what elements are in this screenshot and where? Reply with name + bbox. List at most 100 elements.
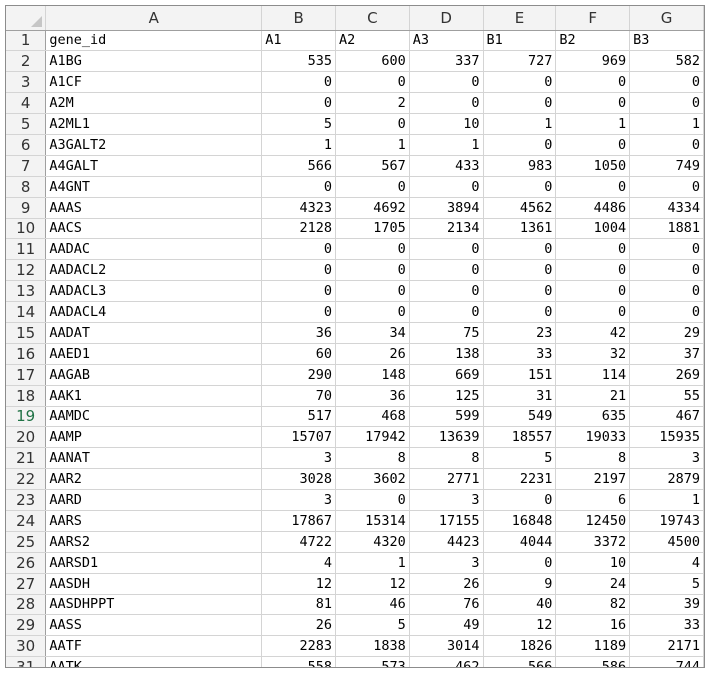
cell-a27[interactable]: AASDH — [45, 573, 263, 595]
cell-c2[interactable]: 600 — [335, 50, 410, 73]
cell-g2[interactable]: 582 — [629, 50, 704, 73]
cell-g8[interactable]: 0 — [629, 176, 704, 198]
cell-g1[interactable]: B3 — [629, 30, 704, 52]
cell-g16[interactable]: 37 — [629, 343, 704, 365]
cell-d9[interactable]: 3894 — [409, 197, 484, 219]
cell-e5[interactable]: 1 — [483, 113, 557, 135]
row-header[interactable]: 19 — [6, 406, 47, 428]
cell-f17[interactable]: 114 — [555, 364, 631, 386]
cell-g11[interactable]: 0 — [629, 238, 704, 261]
row-header[interactable]: 14 — [6, 301, 47, 323]
cell-a26[interactable]: AARSD1 — [45, 552, 263, 574]
cell-c28[interactable]: 46 — [335, 594, 410, 616]
cell-a30[interactable]: AATF — [45, 635, 263, 658]
cell-e29[interactable]: 12 — [483, 614, 557, 637]
cell-f21[interactable]: 8 — [555, 447, 631, 470]
cell-g12[interactable]: 0 — [629, 259, 704, 282]
cell-a18[interactable]: AAK1 — [45, 385, 263, 407]
cell-c17[interactable]: 148 — [335, 364, 410, 386]
cell-c26[interactable]: 1 — [335, 552, 410, 574]
cell-e10[interactable]: 1361 — [483, 218, 557, 240]
cell-b12[interactable]: 0 — [261, 259, 336, 282]
cell-f27[interactable]: 24 — [555, 573, 631, 595]
cell-f2[interactable]: 969 — [555, 50, 631, 73]
row-header[interactable]: 11 — [6, 238, 47, 261]
cell-e31[interactable]: 566 — [483, 656, 557, 667]
cell-d26[interactable]: 3 — [409, 552, 484, 574]
cell-g6[interactable]: 0 — [629, 134, 704, 156]
cell-c14[interactable]: 0 — [335, 301, 410, 323]
cell-c25[interactable]: 4320 — [335, 531, 410, 553]
cell-d22[interactable]: 2771 — [409, 468, 484, 491]
column-header-g[interactable]: G — [629, 6, 704, 31]
cell-f15[interactable]: 42 — [555, 322, 631, 344]
cell-g15[interactable]: 29 — [629, 322, 704, 344]
cell-g3[interactable]: 0 — [629, 71, 704, 94]
cell-e12[interactable]: 0 — [483, 259, 557, 282]
column-header-c[interactable]: C — [335, 6, 410, 31]
column-header-b[interactable]: B — [261, 6, 336, 31]
cell-f7[interactable]: 1050 — [555, 155, 631, 177]
row-header[interactable]: 8 — [6, 176, 47, 198]
row-header[interactable]: 21 — [6, 447, 47, 470]
cell-g28[interactable]: 39 — [629, 594, 704, 616]
cell-f10[interactable]: 1004 — [555, 218, 631, 240]
cell-f8[interactable]: 0 — [555, 176, 631, 198]
cell-e22[interactable]: 2231 — [483, 468, 557, 491]
cell-f20[interactable]: 19033 — [555, 426, 631, 449]
row-header[interactable]: 29 — [6, 614, 47, 637]
cell-g18[interactable]: 55 — [629, 385, 704, 407]
cell-b30[interactable]: 2283 — [261, 635, 336, 658]
cell-d6[interactable]: 1 — [409, 134, 484, 156]
cell-b7[interactable]: 566 — [261, 155, 336, 177]
cell-d11[interactable]: 0 — [409, 238, 484, 261]
row-header[interactable]: 30 — [6, 635, 47, 658]
cell-e6[interactable]: 0 — [483, 134, 557, 156]
row-header[interactable]: 28 — [6, 594, 47, 616]
cell-e27[interactable]: 9 — [483, 573, 557, 595]
cell-g14[interactable]: 0 — [629, 301, 704, 323]
cell-g10[interactable]: 1881 — [629, 218, 704, 240]
cell-b18[interactable]: 70 — [261, 385, 336, 407]
cell-c5[interactable]: 0 — [335, 113, 410, 135]
cell-a2[interactable]: A1BG — [45, 50, 263, 73]
cell-f1[interactable]: B2 — [555, 30, 631, 52]
row-header[interactable]: 1 — [6, 30, 47, 52]
row-header[interactable]: 5 — [6, 113, 47, 135]
cell-d29[interactable]: 49 — [409, 614, 484, 637]
cell-g5[interactable]: 1 — [629, 113, 704, 135]
cell-b3[interactable]: 0 — [261, 71, 336, 94]
cell-f31[interactable]: 586 — [555, 656, 631, 667]
cell-f22[interactable]: 2197 — [555, 468, 631, 491]
cell-e18[interactable]: 31 — [483, 385, 557, 407]
cell-d25[interactable]: 4423 — [409, 531, 484, 553]
cell-b27[interactable]: 12 — [261, 573, 336, 595]
cell-e13[interactable]: 0 — [483, 280, 557, 303]
cell-a9[interactable]: AAAS — [45, 197, 263, 219]
column-header-d[interactable]: D — [409, 6, 484, 31]
row-header[interactable]: 4 — [6, 92, 47, 115]
cell-f16[interactable]: 32 — [555, 343, 631, 365]
cell-d30[interactable]: 3014 — [409, 635, 484, 658]
cell-a28[interactable]: AASDHPPT — [45, 594, 263, 616]
cell-d28[interactable]: 76 — [409, 594, 484, 616]
cell-c30[interactable]: 1838 — [335, 635, 410, 658]
cell-c27[interactable]: 12 — [335, 573, 410, 595]
row-header[interactable]: 17 — [6, 364, 47, 386]
cell-g30[interactable]: 2171 — [629, 635, 704, 658]
cell-e15[interactable]: 23 — [483, 322, 557, 344]
cell-d27[interactable]: 26 — [409, 573, 484, 595]
row-header[interactable]: 18 — [6, 385, 47, 407]
cell-a15[interactable]: AADAT — [45, 322, 263, 344]
cell-f6[interactable]: 0 — [555, 134, 631, 156]
cell-a31[interactable]: AATK — [45, 656, 263, 667]
cell-g13[interactable]: 0 — [629, 280, 704, 303]
cell-f28[interactable]: 82 — [555, 594, 631, 616]
row-header[interactable]: 25 — [6, 531, 47, 553]
cell-d31[interactable]: 462 — [409, 656, 484, 667]
cell-a13[interactable]: AADACL3 — [45, 280, 263, 303]
cell-a12[interactable]: AADACL2 — [45, 259, 263, 282]
cell-c20[interactable]: 17942 — [335, 426, 410, 449]
cell-g20[interactable]: 15935 — [629, 426, 704, 449]
column-header-e[interactable]: E — [483, 6, 557, 31]
